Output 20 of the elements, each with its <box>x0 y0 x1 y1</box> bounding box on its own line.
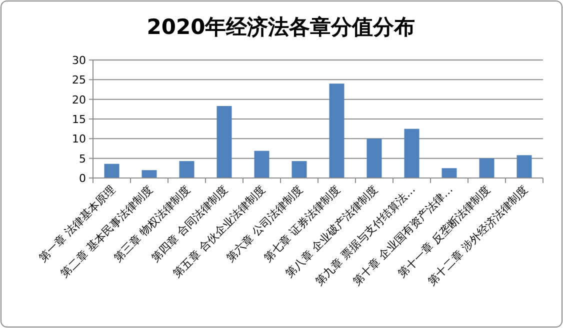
bar <box>179 161 194 178</box>
y-tick-label: 30 <box>72 54 86 67</box>
bar <box>404 128 420 178</box>
y-tick-label: 5 <box>79 152 86 166</box>
bar <box>329 84 344 178</box>
y-tick-label: 0 <box>79 172 86 185</box>
y-tick-label: 10 <box>72 132 86 146</box>
bar <box>254 150 270 178</box>
y-tick-label: 15 <box>72 113 86 126</box>
bar <box>479 158 494 178</box>
bar <box>366 138 382 178</box>
bar <box>292 161 307 178</box>
bar <box>516 155 532 178</box>
bar <box>442 168 457 178</box>
y-tick-label: 25 <box>72 74 86 87</box>
bar <box>104 164 120 178</box>
y-tick-label: 20 <box>72 93 86 106</box>
chart-title: 2020年经济法各章分值分布 <box>146 15 416 39</box>
bar <box>142 170 157 178</box>
bar <box>216 106 232 178</box>
